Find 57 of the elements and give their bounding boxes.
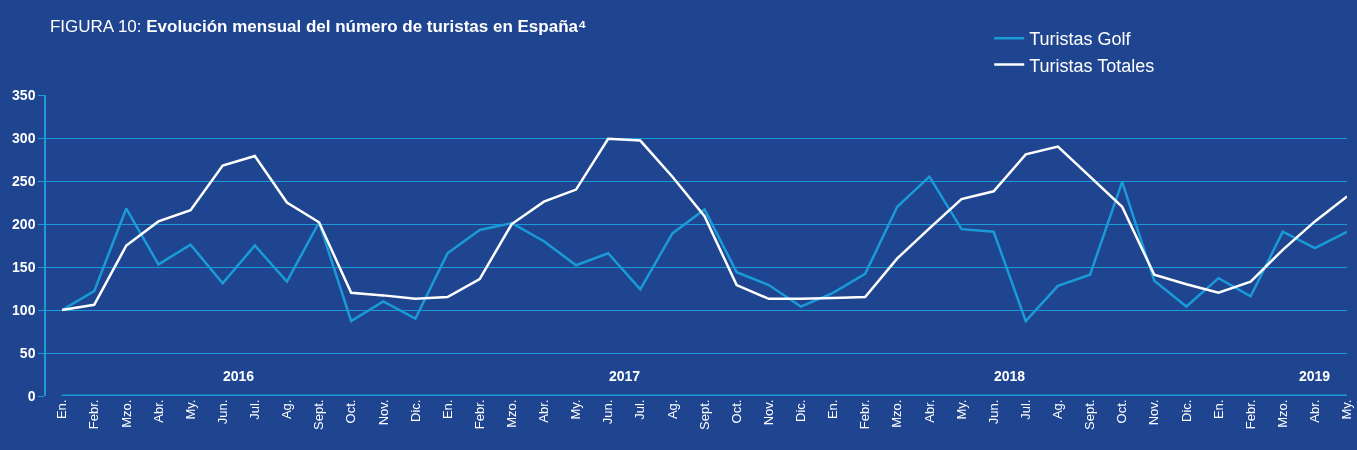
x-tick-label: Ag. xyxy=(664,399,680,420)
x-tick-label: Oct. xyxy=(343,399,359,424)
x-tick-label: Febr. xyxy=(471,399,487,430)
x-tick-label: Oct. xyxy=(728,399,744,424)
x-tick-label: Sept. xyxy=(1082,399,1098,430)
x-tick-label: Mzo. xyxy=(504,399,520,428)
x-tick-label: Nov. xyxy=(375,399,391,426)
x-tick-label: Febr. xyxy=(857,399,873,430)
x-tick-label: Mzo. xyxy=(889,399,905,428)
x-tick-label: Febr. xyxy=(86,399,102,430)
x-tick-label: Jul. xyxy=(632,399,648,420)
x-tick-label: Sept. xyxy=(696,399,712,430)
x-tick-label: Ag. xyxy=(279,399,295,420)
x-tick-label: Abr. xyxy=(536,399,552,423)
legend-label: Turistas Totales xyxy=(1029,55,1155,76)
x-tick-label: Dic. xyxy=(1178,399,1194,422)
y-tick-label: 350 xyxy=(12,86,36,103)
x-tick-label: Nov. xyxy=(761,399,777,426)
x-tick-label: Mzo. xyxy=(118,399,134,428)
x-tick-label: My. xyxy=(953,399,969,420)
line-series xyxy=(60,137,1347,312)
x-tick-label: Abr. xyxy=(150,399,166,423)
y-tick-label: 50 xyxy=(19,344,36,361)
annotation: 2019 xyxy=(1299,368,1331,384)
annotation: 2016 xyxy=(223,368,255,384)
x-tick-label: Jun. xyxy=(600,399,616,425)
x-tick-label: Jun. xyxy=(985,399,1001,425)
y-tick-label: 100 xyxy=(12,301,36,318)
x-tick-label: Abr. xyxy=(1307,399,1323,423)
x-tick-label: My. xyxy=(182,399,198,420)
x-tick-label: En. xyxy=(825,399,841,420)
x-tick-label: En. xyxy=(1210,399,1226,420)
annotation: 2018 xyxy=(994,368,1026,384)
x-tick-label: Nov. xyxy=(1146,399,1162,426)
x-tick-label: Jul. xyxy=(247,399,263,420)
y-tick-label: 0 xyxy=(27,387,36,404)
y-tick-label: 250 xyxy=(12,172,36,189)
x-tick-label: En. xyxy=(54,399,70,420)
y-tick-label: 200 xyxy=(12,215,36,232)
legend-label: Turistas Golf xyxy=(1029,29,1132,50)
annotation: 2017 xyxy=(609,368,641,384)
x-tick-label: Abr. xyxy=(921,399,937,423)
x-tick-label: Mzo. xyxy=(1274,399,1290,428)
x-tick-label: Dic. xyxy=(793,399,809,422)
x-tick-label: Jul. xyxy=(1017,399,1033,420)
x-tick-label: Febr. xyxy=(1242,399,1258,430)
x-tick-label: En. xyxy=(439,399,455,420)
x-tick-label: Dic. xyxy=(407,399,423,422)
y-tick-label: 150 xyxy=(12,258,36,275)
x-tick-label: Ag. xyxy=(1050,399,1066,420)
x-tick-label: My. xyxy=(1339,399,1355,420)
chart-title: FIGURA 10: Evolución mensual del número de turistas en España⁴ xyxy=(49,17,587,37)
x-tick-label: Jun. xyxy=(214,399,230,425)
x-tick-label: Sept. xyxy=(311,399,327,430)
x-tick-label: Oct. xyxy=(1114,399,1130,424)
y-tick-label: 300 xyxy=(12,129,36,146)
x-tick-label: My. xyxy=(568,399,584,420)
